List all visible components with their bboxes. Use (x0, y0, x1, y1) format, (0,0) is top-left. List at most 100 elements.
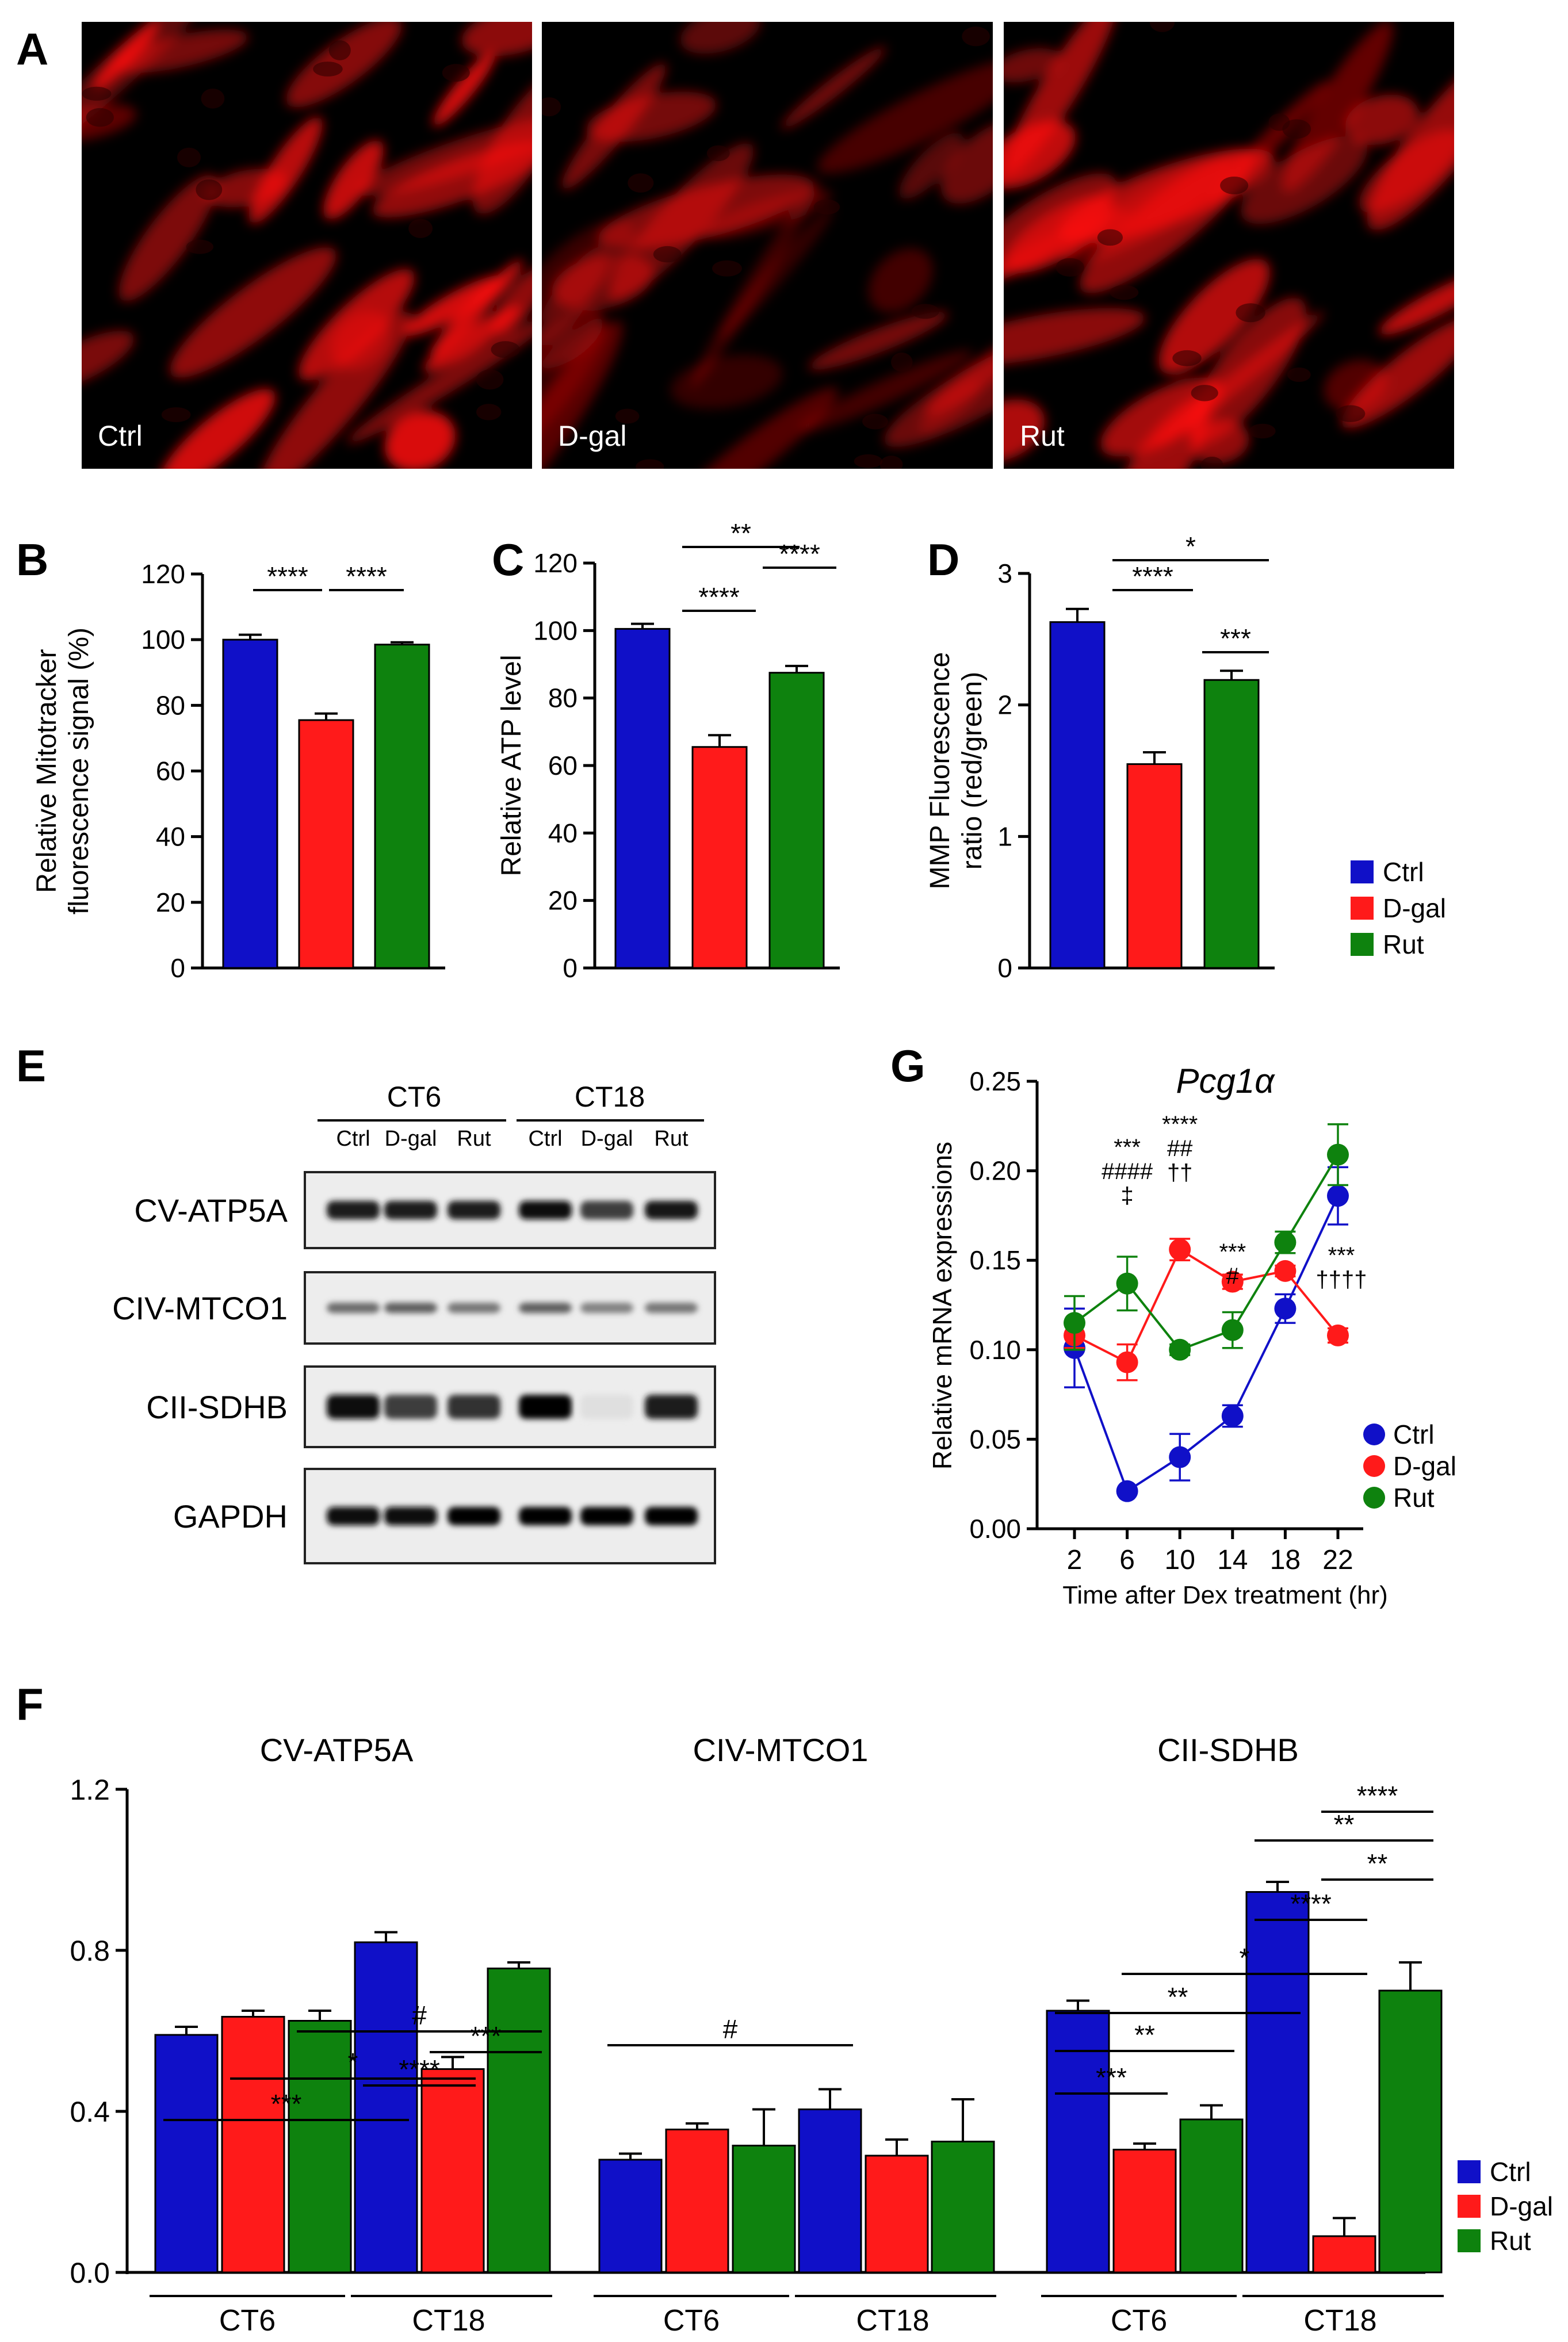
panel-label-d: D (927, 534, 959, 585)
micrograph-nucleus (706, 145, 730, 162)
significance-label: *** (1220, 623, 1251, 653)
bar-d-gal (298, 719, 354, 969)
data-point (1169, 1338, 1191, 1361)
legend-label: D-gal (1383, 893, 1446, 923)
significance-label: * (1240, 1943, 1250, 1973)
legend-label: Rut (1490, 2226, 1531, 2256)
panel-g-pcg1a-line-chart: Pcg1α 0.00 0.05 0.10 0.15 0.20 0.25 Relative mR… (927, 1062, 1456, 1609)
micrograph-nucleus (1191, 385, 1218, 401)
significance-annotation: ## (1167, 1136, 1193, 1161)
panel-label-a: A (16, 24, 48, 74)
subplot-civ-mtco1: CIV-MTCO1 CT6 CT18 # (594, 1732, 996, 2337)
blot-lane-label: Ctrl (528, 1127, 562, 1151)
blot-band (519, 1303, 572, 1313)
panel-d-legend: Ctrl D-gal Rut (1351, 857, 1446, 959)
legend-swatch-ctrl (1351, 860, 1374, 883)
panel-label-c: C (492, 534, 524, 585)
subplot-title: CV-ATP5A (260, 1732, 414, 1768)
y-tick-label: 0.0 (70, 2257, 110, 2289)
micrograph-nucleus (653, 246, 682, 263)
micrograph-cell (433, 52, 495, 127)
blot-band (327, 1303, 380, 1313)
bar-d-gal (665, 2129, 729, 2274)
legend-swatch-rut (1351, 933, 1374, 956)
micrograph-nucleus (1287, 367, 1311, 382)
blot-lane-label: Rut (457, 1127, 491, 1151)
series-line (1073, 1154, 1339, 1352)
micrograph-cell (542, 308, 604, 369)
significance-label: **** (346, 561, 387, 591)
blot-band (645, 1507, 698, 1525)
bar-ctrl (598, 2159, 663, 2274)
significance-label: ** (1134, 2020, 1155, 2050)
y-axis-label: Relative mRNA expressions (927, 1142, 957, 1470)
bar-ctrl (222, 638, 278, 969)
significance-label: **** (1290, 1889, 1332, 1919)
series-line (1073, 1195, 1339, 1493)
group-label: CT18 (1303, 2304, 1376, 2337)
blot-band (384, 1507, 437, 1525)
panel-label-f: F (16, 1679, 44, 1729)
y-tick-label: 80 (156, 690, 185, 720)
y-tick-label: 40 (548, 818, 578, 848)
significance-label: ** (1168, 1982, 1188, 2012)
data-point (1169, 1446, 1191, 1468)
micrograph-cell (170, 247, 336, 378)
micrograph-nucleus (854, 454, 883, 469)
bar-rut (1378, 1989, 1443, 2274)
significance-annotation: *** (1219, 1239, 1246, 1265)
micrograph-rut: Rut (1004, 22, 1454, 469)
blot-lane-label: D-gal (581, 1127, 633, 1151)
blot-row-label: CV-ATP5A (134, 1192, 288, 1229)
blot-row-cv-atp5a: CV-ATP5A (134, 1171, 716, 1249)
significance-annotation: *** (1328, 1243, 1355, 1268)
legend-swatch-ctrl (1458, 2160, 1481, 2183)
micrograph-cell (817, 57, 993, 174)
blot-lane-label: D-gal (385, 1127, 437, 1151)
micrograph-cell (690, 179, 821, 389)
micrograph-nucleus (476, 369, 504, 390)
micrograph-cell (472, 72, 532, 215)
legend-swatch-rut (1458, 2229, 1481, 2252)
significance-annotation: # (1226, 1264, 1240, 1289)
blot-row-label: GAPDH (173, 1498, 288, 1534)
blot-band (519, 1201, 572, 1219)
significance-label: **** (1132, 561, 1173, 591)
panel-f-legend: Ctrl D-gal Rut (1458, 2157, 1553, 2256)
y-axis-label: Relative Mitotracker (32, 649, 62, 893)
bar-ctrl (614, 627, 671, 969)
micrograph-cell (1379, 270, 1454, 335)
micrograph-cell (1079, 150, 1255, 293)
micrograph-nucleus (1236, 303, 1265, 323)
series-d-gal (1064, 1238, 1349, 1382)
x-tick-label: 10 (1165, 1545, 1195, 1575)
data-point (1169, 1238, 1191, 1261)
micrograph-nucleus (1249, 423, 1276, 439)
micrograph-cell-layer (1004, 22, 1454, 469)
micrograph-nucleus (196, 179, 223, 200)
legend-marker-ctrl (1363, 1423, 1385, 1445)
data-point (1116, 1272, 1138, 1295)
panel-label-b: B (16, 534, 48, 585)
bar-rut (1203, 679, 1260, 969)
y-tick-label: 20 (548, 886, 578, 916)
significance-label: *** (471, 2021, 502, 2051)
micrograph-cell (800, 350, 973, 432)
micrograph-nucleus (313, 62, 343, 77)
data-point (1221, 1319, 1244, 1341)
panel-b-mitotracker-chart: 0 20 40 60 80 100 120 Relative Mitotracker fluor… (32, 559, 445, 983)
blot-band (645, 1303, 698, 1313)
micrograph-cell (542, 320, 623, 469)
micrograph-nucleus (1200, 457, 1223, 469)
micrograph-cell-layer (82, 22, 532, 469)
micrograph-nucleus (636, 459, 664, 469)
micrograph-nucleus (1172, 350, 1202, 366)
significance-label: # (723, 2014, 738, 2044)
micrograph-cell (1345, 94, 1419, 146)
y-tick-label: 2 (997, 690, 1012, 720)
significance-annotation: #### (1102, 1159, 1153, 1184)
significance-label: # (412, 2000, 427, 2030)
significance-label: **** (399, 2054, 440, 2084)
